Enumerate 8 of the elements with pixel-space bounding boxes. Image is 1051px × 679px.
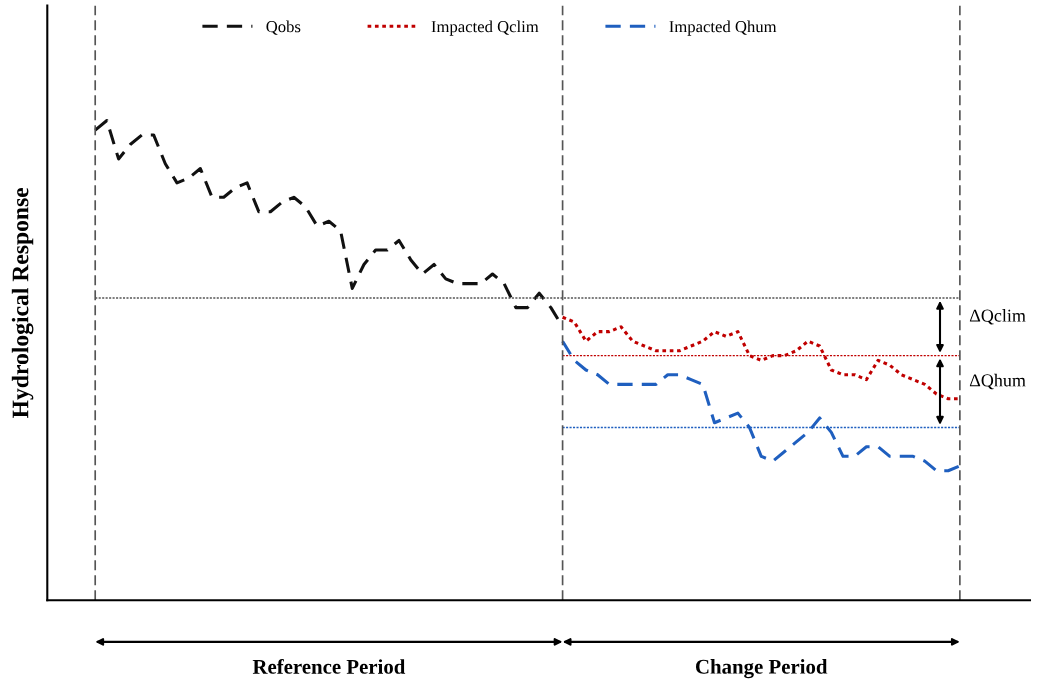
text: Change Period (695, 659, 828, 679)
legend-label: Impacted Qclim (431, 20, 539, 36)
text: ΔQhum (969, 373, 1026, 390)
legend-label: Qobs (266, 20, 301, 35)
legend-label: Impacted Qhum (669, 20, 777, 36)
text: ΔQclim (969, 309, 1026, 325)
text: Reference Period (252, 658, 406, 674)
y-axis-title: Hydrological Response (11, 187, 34, 418)
